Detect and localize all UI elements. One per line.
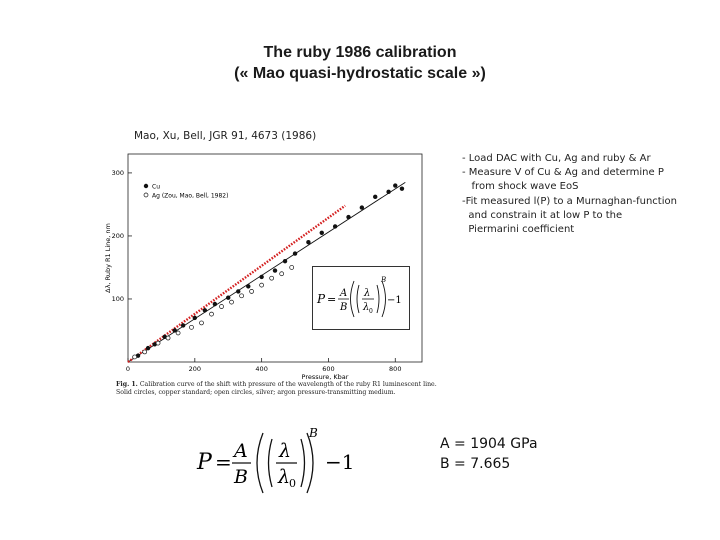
cu-point (226, 295, 231, 300)
y-tick-label: 200 (112, 232, 124, 240)
cu-point (282, 258, 288, 264)
ag-point (132, 354, 138, 360)
cu-point (202, 308, 208, 313)
big-eq-lambda0: λ (277, 466, 290, 488)
ag-point (219, 304, 224, 309)
note-line: -Fit measured l(P) to a Murnaghan-functi… (462, 195, 677, 207)
x-tick-label: 400 (255, 365, 267, 373)
cu-point (359, 205, 365, 210)
note-line: Piermarini coefficient (462, 224, 575, 236)
cu-point (180, 323, 186, 328)
x-axis-label: Pressure, Kbar (302, 373, 349, 380)
big-eq-minus: −1 (325, 450, 354, 474)
cu-point (393, 183, 398, 188)
ag-point (155, 340, 161, 346)
calibration-chart: 0 200 400 600 800 100 200 300 Pressure, Kbar Δλ, … (104, 153, 423, 380)
x-tick-label: 200 (189, 365, 201, 373)
big-eq-num: A (232, 440, 248, 462)
ag-point (189, 324, 194, 330)
note-line: and constrain it at low P to the (462, 209, 623, 221)
legend-ag-label: Ag (Zou, Mao, Bell, 1982) (152, 193, 228, 200)
ag-point (199, 320, 204, 326)
cu-point (332, 224, 338, 229)
cu-point (172, 328, 177, 333)
x-tick-label: 0 (126, 365, 130, 373)
eq-den: B (339, 302, 347, 313)
cu-point (145, 345, 151, 351)
y-axis-label: Δλ, Ruby R1 Line, nm (104, 223, 112, 293)
ag-point (239, 293, 244, 299)
ag-point (289, 265, 295, 270)
eq-minus: −1 (387, 295, 402, 306)
eq-lambda0: λ (362, 302, 369, 313)
big-eq-exp: B (308, 426, 318, 440)
param-a: A = 1904 GPa (440, 436, 538, 452)
y-tick-label: 300 (112, 169, 124, 177)
plot-frame (127, 153, 423, 363)
big-eq-lhs: P (196, 450, 213, 475)
cu-point (386, 189, 391, 195)
note-line: - Load DAC with Cu, Ag and ruby & Ar (462, 153, 651, 164)
big-eq-sub0: 0 (289, 477, 296, 490)
main-equation: P = A B λ λ 0 B −1 (193, 425, 383, 495)
y-tick-label: 100 (112, 295, 124, 303)
legend-cu-marker (143, 183, 149, 189)
title-line-2: (« Mao quasi-hydrostatic scale ») (234, 65, 486, 82)
x-tick-label: 600 (322, 365, 334, 373)
inset-equation: P = A B λ λ 0 B −1 (312, 266, 410, 330)
eq-lhs: P (316, 292, 326, 306)
cu-point (192, 315, 198, 321)
eq-lambda: λ (363, 288, 370, 299)
note-line: from shock wave EoS (462, 181, 579, 193)
ag-point (279, 271, 285, 277)
ag-point (259, 282, 264, 288)
cu-point (259, 274, 264, 280)
cu-point (246, 284, 251, 289)
ag-point (175, 330, 181, 336)
cu-point (399, 186, 405, 191)
cu-point (292, 251, 298, 256)
caption-label: Fig. 1. (116, 381, 138, 388)
piermarini-line (127, 204, 346, 363)
cu-point (319, 230, 324, 235)
eq-num: A (339, 288, 347, 299)
caption-text: Calibration curve of the shift with pres… (116, 381, 437, 396)
big-eq-lambda: λ (278, 440, 291, 462)
cu-point (212, 301, 218, 307)
param-b: B = 7.665 (440, 456, 511, 472)
x-tick-label: 800 (389, 365, 401, 373)
ag-point (165, 335, 171, 341)
big-eq-equals: = (215, 450, 232, 474)
ag-point (142, 349, 148, 355)
title-line-1: The ruby 1986 calibration (263, 44, 457, 61)
ag-point (229, 299, 234, 305)
eq-exp: B (380, 276, 386, 284)
cu-point (346, 214, 351, 220)
legend-ag-marker (143, 192, 149, 198)
reference-citation: Mao, Xu, Bell, JGR 91, 4673 (1986) (134, 130, 317, 142)
legend-cu-label: Cu (152, 184, 160, 191)
cu-point (272, 268, 278, 273)
eq-equals: = (327, 293, 336, 306)
note-line: - Measure V of Cu & Ag and determine P (462, 167, 664, 179)
procedure-notes: - Load DAC with Cu, Ag and ruby & Ar - M… (462, 152, 712, 237)
ag-point (209, 311, 214, 317)
cu-point (373, 194, 378, 200)
big-eq-den: B (233, 466, 248, 488)
cu-point (236, 289, 241, 294)
cu-point (306, 240, 311, 245)
slide-title: The ruby 1986 calibration (« Mao quasi-h… (0, 42, 720, 84)
figure-caption: Fig. 1. Calibration curve of the shift w… (116, 381, 446, 397)
eq-sub0: 0 (369, 308, 373, 315)
ag-point (269, 275, 275, 281)
fit-parameters: A = 1904 GPa B = 7.665 (440, 434, 538, 474)
ag-point (249, 289, 254, 294)
